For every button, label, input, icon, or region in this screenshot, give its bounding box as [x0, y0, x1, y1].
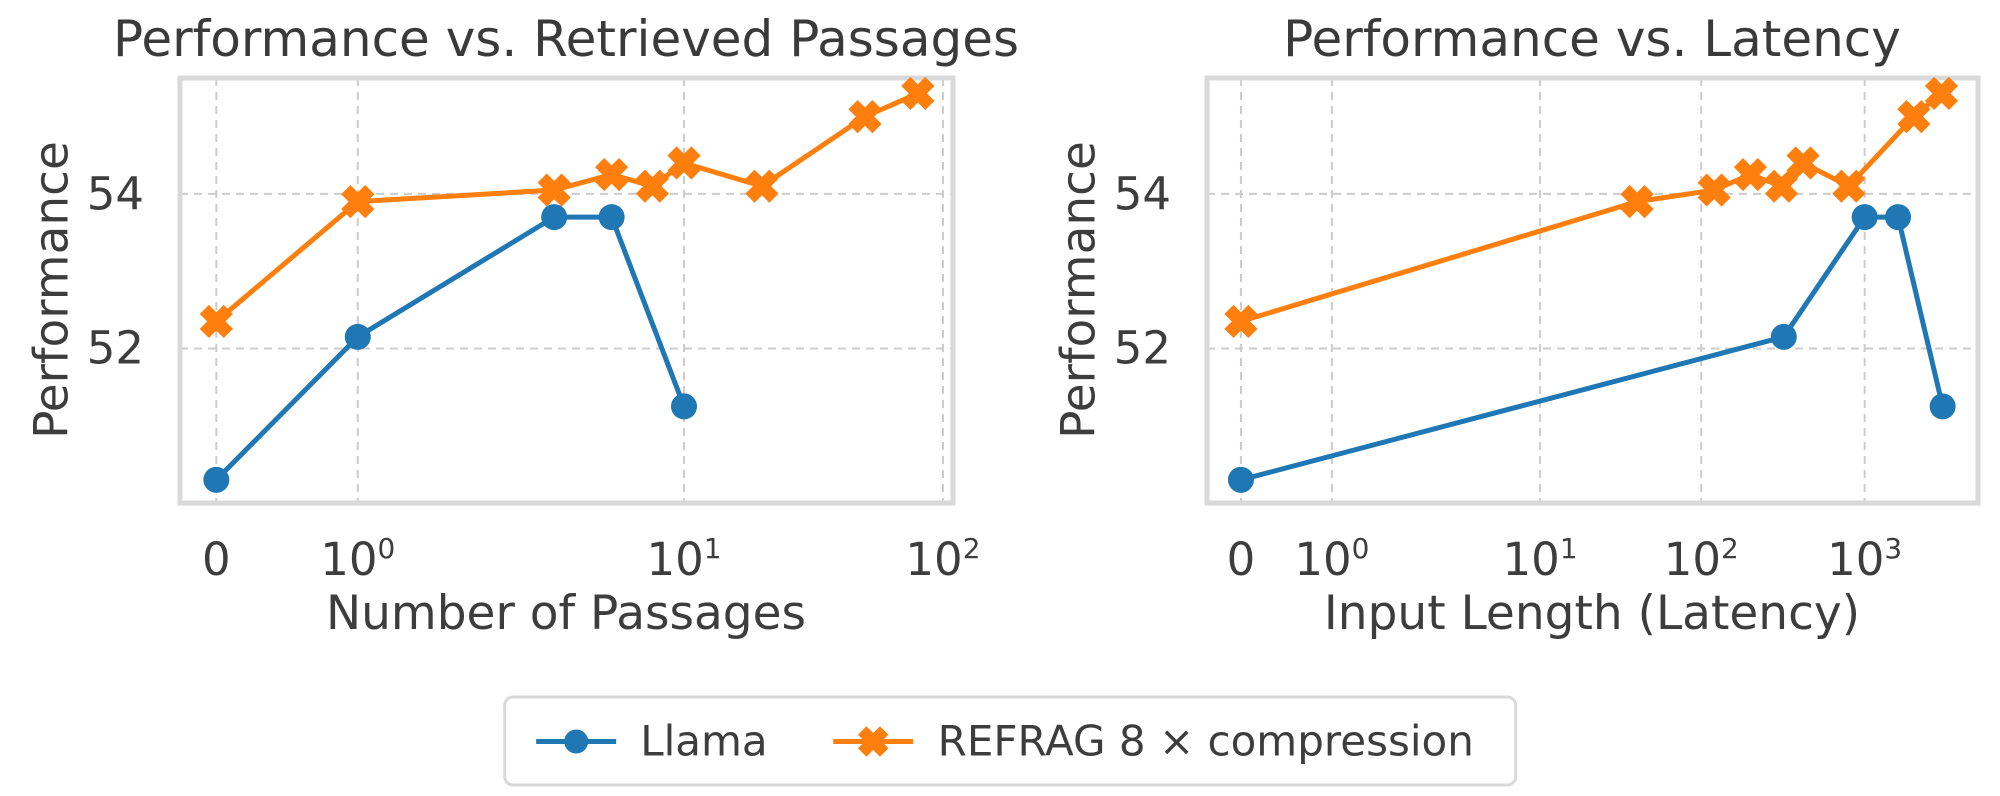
- data-point-marker: [1620, 185, 1654, 219]
- data-point-marker: [537, 173, 571, 207]
- legend-label-llama: Llama: [640, 716, 768, 766]
- data-point-marker: [1227, 466, 1254, 493]
- data-point-marker: [670, 393, 697, 420]
- data-point-marker: [199, 304, 233, 339]
- x-tick-label: 0: [1226, 533, 1256, 586]
- line-x-marker-icon: [832, 724, 916, 758]
- series-line: [214, 91, 919, 324]
- x-tick-label: 100: [320, 531, 396, 586]
- y-tick-label: 54: [1113, 167, 1171, 221]
- plot-frame: [1204, 75, 1981, 506]
- y-tick-label: 52: [86, 321, 144, 375]
- line-circle-marker-icon: [534, 724, 618, 758]
- data-point-marker: [1764, 169, 1799, 203]
- plot-frame: [177, 75, 956, 506]
- data-point-marker: [1924, 76, 1959, 111]
- x-tick-label: 102: [1663, 531, 1739, 586]
- data-point-marker: [541, 204, 568, 231]
- y-axis-label-right: Performance: [1051, 141, 1107, 439]
- data-point-marker: [598, 204, 625, 231]
- data-point-marker: [745, 169, 779, 203]
- data-point-marker: [203, 466, 230, 493]
- data-point-marker: [848, 100, 882, 134]
- data-point-marker: [564, 729, 589, 753]
- data-point-marker: [1224, 304, 1258, 339]
- x-axis-label-latency: Input Length (Latency): [1323, 586, 1861, 641]
- plots-canvas: [177, 75, 1981, 506]
- x-tick-label: 101: [646, 531, 722, 586]
- y-axis-label-left: Performance: [24, 141, 80, 439]
- data-point-marker: [1697, 173, 1731, 207]
- data-point-marker: [595, 157, 629, 192]
- y-tick-label: 54: [86, 167, 144, 221]
- legend-item-llama: Llama: [534, 716, 768, 766]
- data-point-marker: [1733, 157, 1768, 192]
- x-tick-label: 101: [1502, 531, 1578, 586]
- data-point-marker: [901, 76, 935, 111]
- data-point-marker: [635, 169, 669, 203]
- y-tick-label: 52: [1113, 321, 1171, 375]
- legend-item-refrag: REFRAG 8 × compression: [832, 717, 1474, 766]
- chart-title-passages: Performance vs. Retrieved Passages: [112, 10, 1020, 68]
- series-line: [1240, 91, 1944, 324]
- x-tick-label: 100: [1294, 531, 1370, 586]
- data-point-marker: [1786, 146, 1820, 180]
- data-point-marker: [344, 323, 371, 350]
- legend-label-refrag: REFRAG 8 × compression: [937, 716, 1474, 766]
- data-point-marker: [667, 146, 701, 180]
- data-point-marker: [1885, 204, 1912, 231]
- chart-title-latency: Performance vs. Latency: [1283, 10, 1901, 68]
- data-point-marker: [341, 185, 375, 219]
- data-point-marker: [1832, 169, 1866, 203]
- legend: Llama REFRAG 8 × compression: [503, 695, 1517, 787]
- data-point-marker: [1770, 323, 1797, 350]
- x-tick-label: 103: [1827, 531, 1903, 586]
- x-tick-label: 0: [202, 533, 231, 586]
- x-tick-label: 102: [905, 531, 981, 586]
- data-point-marker: [1897, 100, 1931, 134]
- x-axis-label-passages: Number of Passages: [325, 586, 807, 641]
- data-point-marker: [1851, 204, 1878, 231]
- data-point-marker: [1929, 393, 1956, 420]
- data-point-marker: [858, 725, 889, 757]
